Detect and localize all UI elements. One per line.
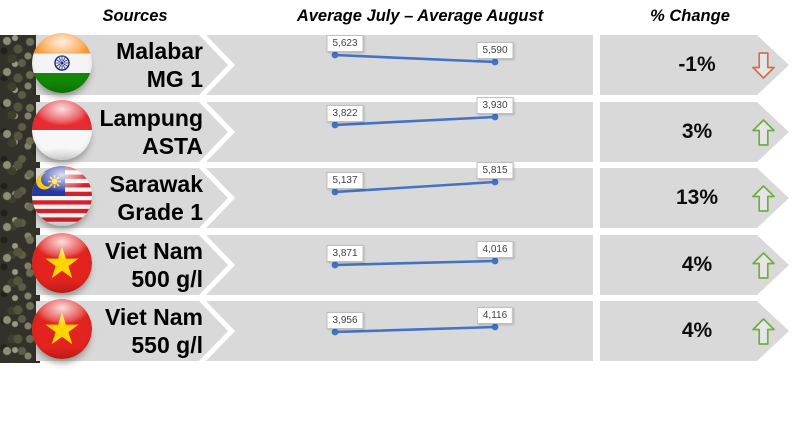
pct-change-value: 13% xyxy=(675,186,719,209)
source-name: Viet Nam 550 g/l xyxy=(51,303,203,359)
pct-change-value: -1% xyxy=(678,53,716,76)
source-name: Viet Nam 500 g/l xyxy=(51,237,203,293)
source-name: Lampung ASTA xyxy=(51,104,204,160)
sparkline xyxy=(331,323,499,336)
sparkline xyxy=(331,113,499,128)
source-name-line2: 550 g/l xyxy=(131,332,203,358)
data-label-july: 3,822 xyxy=(326,104,364,122)
up-arrow-icon xyxy=(752,251,775,284)
source-name-line2: MG 1 xyxy=(146,66,203,92)
up-arrow-icon xyxy=(752,118,775,151)
data-label-august: 4,116 xyxy=(476,307,514,324)
flag-icon-vietnam xyxy=(32,232,92,293)
source-name-line1: Lampung xyxy=(99,104,204,131)
source-name-line2: ASTA xyxy=(142,132,203,159)
sparkline xyxy=(331,257,499,268)
table-row: Malabar MG 1 5,623 5,590 -1% xyxy=(0,33,800,95)
data-label-august: 5,590 xyxy=(476,42,514,59)
flag-icon-vietnam xyxy=(32,299,92,359)
table-row: Viet Nam 500 g/l 3,871 4,016 4% xyxy=(0,232,800,295)
source-name-line1: Sarawak xyxy=(109,171,203,197)
source-name-line2: Grade 1 xyxy=(117,199,203,225)
up-arrow-icon xyxy=(752,318,775,350)
source-name-line1: Viet Nam xyxy=(104,304,203,330)
up-arrow-icon xyxy=(752,185,775,217)
down-arrow-icon xyxy=(752,52,775,84)
data-label-july: 5,137 xyxy=(326,172,364,189)
data-label-august: 4,016 xyxy=(476,240,514,258)
data-label-july: 5,623 xyxy=(326,35,364,52)
column-header-average: Average July – Average August xyxy=(296,7,544,25)
source-name: Sarawak Grade 1 xyxy=(51,170,203,226)
table-row: Sarawak Grade 1 5,137 5,815 13% xyxy=(0,162,800,228)
data-label-july: 3,956 xyxy=(326,312,364,329)
column-header-sources: Sources xyxy=(102,7,168,25)
sparkline xyxy=(331,178,499,196)
source-name-line1: Malabar xyxy=(116,38,203,64)
flag-icon-india xyxy=(32,33,92,93)
pct-change-value: 4% xyxy=(681,319,713,342)
data-label-july: 3,871 xyxy=(326,244,364,262)
pct-change-value: 4% xyxy=(681,252,713,276)
flag-icon-malaysia xyxy=(32,166,92,226)
source-name-line2: 500 g/l xyxy=(131,265,203,292)
column-header-pct-change: % Change xyxy=(650,7,730,25)
table-row: Lampung ASTA 3,822 3,930 3% xyxy=(0,96,800,162)
source-name: Malabar MG 1 xyxy=(51,37,203,93)
source-name-line1: Viet Nam xyxy=(104,237,203,264)
sparkline xyxy=(331,51,499,66)
data-label-august: 3,930 xyxy=(476,96,514,114)
data-label-august: 5,815 xyxy=(476,162,514,179)
table-row: Viet Nam 550 g/l 3,956 4,116 4% xyxy=(0,299,800,361)
pct-change-value: 3% xyxy=(681,119,713,143)
